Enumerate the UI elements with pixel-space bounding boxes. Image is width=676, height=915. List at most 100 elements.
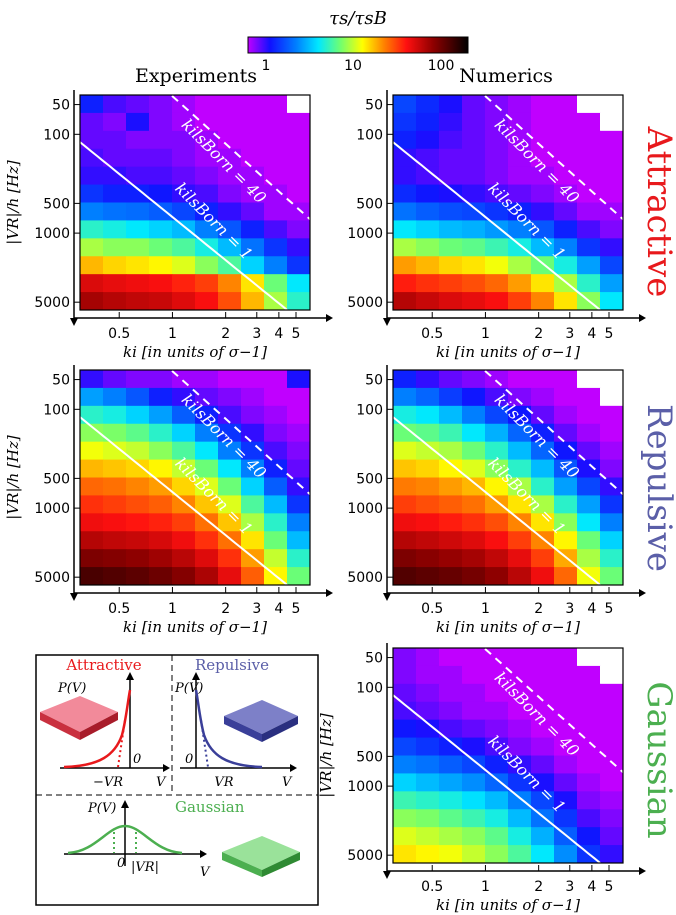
x-axis-arrow (639, 867, 646, 875)
heatmap-cell (600, 701, 624, 721)
heatmap-cell (577, 719, 601, 739)
heatmap-cell (287, 166, 311, 186)
heatmap-cell (264, 549, 288, 568)
legend-repulsive-title: Repulsive (195, 656, 269, 674)
y-tick-label: 100 (43, 402, 70, 418)
heatmap-cell (554, 405, 578, 425)
heatmap-cell (416, 184, 440, 203)
heatmap-cell (485, 549, 509, 568)
legend-repulsive-v-arrow (290, 764, 297, 772)
row-label-repulsive: Repulsive (639, 404, 676, 572)
heatmap-cell (103, 441, 127, 461)
heatmap-cell (554, 292, 578, 311)
x-tick-label: 0.5 (108, 601, 130, 617)
heatmap-cell (149, 148, 173, 168)
x-axis-label: ki [in units of σ−1] (123, 618, 267, 636)
heatmap-cell (393, 423, 417, 443)
heatmap-cell (439, 274, 463, 293)
y-tick-label: 5000 (347, 570, 383, 586)
heatmap-cell (439, 701, 463, 721)
legend-attractive-v-arrow (163, 764, 170, 772)
heatmap-cell (439, 495, 463, 514)
legend-attractive-speckle-icon (40, 696, 118, 740)
heatmap-cell (264, 112, 288, 132)
heatmap-cell (126, 567, 150, 586)
heatmap-cell (80, 549, 104, 568)
heatmap-cell (600, 827, 624, 846)
heatmap-cell (241, 256, 265, 275)
heatmap-cell (462, 549, 486, 568)
heatmap-cell (485, 256, 509, 275)
heatmap-cell (126, 256, 150, 275)
heatmap-cell (577, 737, 601, 756)
legend-attractive-curve (63, 689, 132, 769)
heatmap-cell (287, 184, 311, 203)
heatmap-cell (531, 220, 555, 239)
heatmap-cell (531, 112, 555, 132)
heatmap-cell (439, 531, 463, 550)
heatmap-cell (80, 387, 104, 407)
heatmap-cell (195, 477, 219, 496)
heatmap-cell (218, 220, 242, 239)
heatmap-cell (600, 531, 624, 550)
heatmap-cell (126, 549, 150, 568)
x-tick-label: 3 (565, 601, 574, 617)
heatmap-cell (149, 459, 173, 478)
heatmap-cell (195, 531, 219, 550)
heatmap-cell (393, 648, 417, 667)
heatmap-cell (416, 513, 440, 532)
heatmap-cell (554, 148, 578, 168)
heatmap-cell (195, 130, 219, 150)
heatmap-cell (462, 773, 486, 792)
heatmap-cell (531, 513, 555, 532)
heatmap-cell (600, 274, 624, 293)
heatmap-cell (577, 827, 601, 846)
heatmap-cell (218, 292, 242, 311)
heatmap-cell (439, 773, 463, 792)
heatmap-cell (264, 513, 288, 532)
heatmap-cell (577, 477, 601, 496)
heatmap-cell (80, 238, 104, 257)
heatmap-cell (462, 112, 486, 132)
heatmap-cell (531, 567, 555, 586)
heatmap-cell (439, 148, 463, 168)
y-tick-label: 50 (365, 98, 383, 114)
heatmap-cell (126, 387, 150, 407)
heatmap-cell (554, 567, 578, 586)
x-tick-label: 0.5 (108, 326, 130, 342)
heatmap-cell (241, 459, 265, 478)
heatmap-cell (287, 441, 311, 461)
heatmap-cell (416, 737, 440, 756)
heatmap-cell (416, 405, 440, 425)
y-axis-arrow (383, 593, 391, 601)
heatmap-cell (416, 701, 440, 721)
x-tick-label: 3 (252, 601, 261, 617)
heatmap-cell (600, 459, 624, 478)
x-tick-label: 4 (587, 601, 596, 617)
heatmap-cell (531, 737, 555, 756)
heatmap-cell (508, 292, 532, 311)
heatmap-cell (264, 202, 288, 221)
heatmap-cell (554, 112, 578, 132)
heatmap-cell (439, 441, 463, 461)
heatmap-cell (462, 148, 486, 168)
heatmap-cell (485, 238, 509, 257)
heatmap-cell (577, 202, 601, 221)
heatmap-cell (287, 567, 311, 586)
heatmap-cell (554, 202, 578, 221)
heatmap-cell (287, 256, 311, 275)
heatmap-cell (439, 513, 463, 532)
heatmap-cell (264, 531, 288, 550)
heatmap-cell (485, 220, 509, 239)
heatmap-cell (508, 387, 532, 407)
x-axis-arrow (326, 589, 333, 597)
heatmap-cell (577, 665, 601, 685)
heatmap-cell (287, 220, 311, 239)
heatmap-cell (439, 665, 463, 685)
heatmap-cell (218, 531, 242, 550)
heatmap-cell (462, 513, 486, 532)
heatmap-cell (416, 387, 440, 407)
heatmap-cell (439, 95, 463, 114)
x-tick-label: 4 (587, 326, 596, 342)
